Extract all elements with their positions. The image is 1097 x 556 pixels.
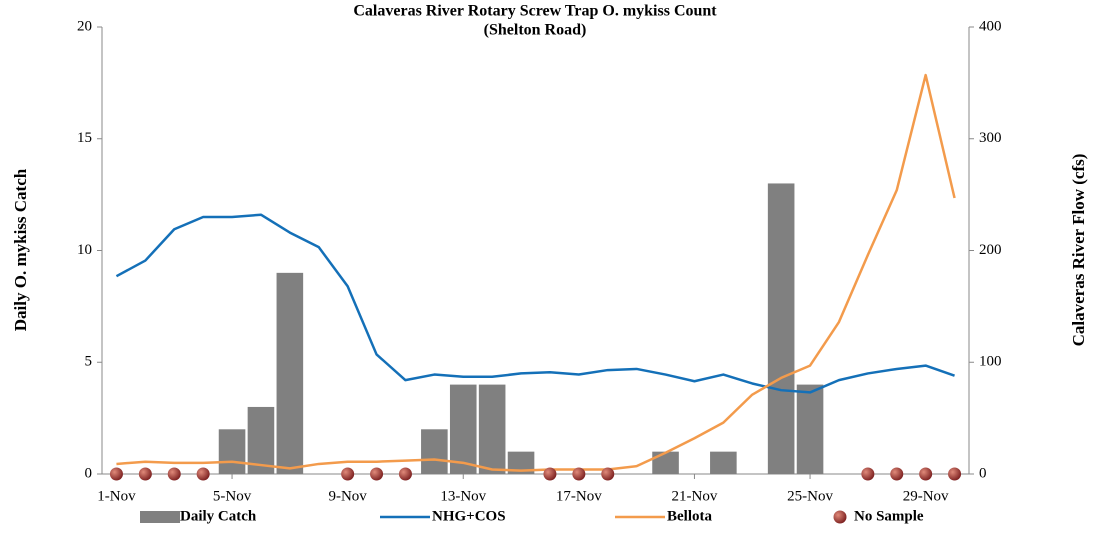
bar <box>796 384 824 474</box>
y-tick-label: 20 <box>77 18 92 34</box>
no-sample-marker <box>109 467 123 481</box>
no-sample-marker <box>398 467 412 481</box>
y-tick-label: 5 <box>85 354 93 370</box>
chart-subtitle: (Shelton Road) <box>484 22 587 39</box>
y2-axis-label: Calaveras River Flow (cfs) <box>1069 154 1088 347</box>
bar <box>218 429 246 474</box>
bar <box>449 384 477 474</box>
bar <box>421 429 448 474</box>
x-tick-label: 1-Nov <box>97 488 136 504</box>
bar <box>767 183 795 474</box>
legend-label: Daily Catch <box>180 508 257 524</box>
x-tick-label: 29-Nov <box>903 488 949 504</box>
x-tick-label: 9-Nov <box>328 488 367 504</box>
line <box>115 213 955 394</box>
no-sample-marker <box>890 467 904 481</box>
no-sample-marker <box>196 467 210 481</box>
no-sample-marker <box>861 467 875 481</box>
legend-label: NHG+COS <box>432 508 506 524</box>
y2-tick-label: 200 <box>979 242 1002 258</box>
y-axis-label: Daily O. mykiss Catch <box>11 168 30 331</box>
legend-swatch <box>140 511 180 523</box>
legend-label: Bellota <box>667 508 712 524</box>
y2-tick-label: 0 <box>979 465 987 481</box>
chart-title: Calaveras River Rotary Screw Trap O. myk… <box>353 3 717 20</box>
no-sample-marker <box>572 467 586 481</box>
x-tick-label: 17-Nov <box>556 488 602 504</box>
no-sample-marker <box>948 467 962 481</box>
x-tick-label: 21-Nov <box>672 488 718 504</box>
bar <box>652 451 679 474</box>
no-sample-marker <box>601 467 615 481</box>
no-sample-marker <box>370 467 384 481</box>
legend-label: No Sample <box>854 508 924 524</box>
y-tick-label: 10 <box>77 242 92 258</box>
y2-tick-label: 100 <box>979 354 1002 370</box>
y-tick-label: 0 <box>85 465 93 481</box>
x-tick-label: 5-Nov <box>213 488 252 504</box>
bar <box>478 384 506 474</box>
x-tick-label: 13-Nov <box>440 488 486 504</box>
bar <box>276 272 304 474</box>
line <box>116 73 956 472</box>
y2-tick-label: 300 <box>979 130 1002 146</box>
no-sample-marker <box>138 467 152 481</box>
bar <box>710 451 737 474</box>
no-sample-marker <box>341 467 355 481</box>
y-tick-label: 15 <box>77 130 92 146</box>
x-tick-label: 25-Nov <box>787 488 833 504</box>
bar <box>507 451 535 474</box>
no-sample-marker <box>543 467 557 481</box>
no-sample-marker <box>919 467 933 481</box>
no-sample-marker <box>167 467 181 481</box>
legend-swatch <box>833 510 847 524</box>
y2-tick-label: 400 <box>979 18 1002 34</box>
